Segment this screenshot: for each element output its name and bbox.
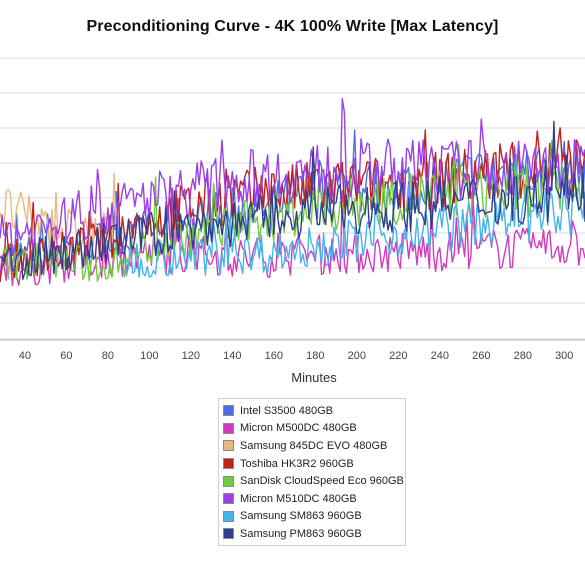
series-line-7 xyxy=(0,120,585,280)
legend-item: Samsung SM863 960GB xyxy=(223,508,405,526)
legend-item: Samsung PM863 960GB xyxy=(223,525,405,543)
legend-swatch xyxy=(223,493,234,505)
x-tick-label: 140 xyxy=(223,350,241,362)
x-tick-label: 40 xyxy=(19,350,31,362)
legend-item: SanDisk CloudSpeed Eco 960GB xyxy=(223,472,405,490)
legend-item: Micron M500DC 480GB xyxy=(223,420,405,438)
x-axis-label: Minutes xyxy=(291,370,337,385)
legend-swatch xyxy=(223,458,234,470)
legend-swatch xyxy=(223,475,234,487)
x-tick-label: 280 xyxy=(514,350,532,362)
legend-label: SanDisk CloudSpeed Eco 960GB xyxy=(240,475,404,488)
x-tick-label: 160 xyxy=(265,350,283,362)
legend-label: Samsung SM863 960GB xyxy=(240,510,362,523)
legend-item: Intel S3500 480GB xyxy=(223,402,405,420)
legend-label: Toshiba HK3R2 960GB xyxy=(240,457,354,470)
x-tick-label: 260 xyxy=(472,350,490,362)
legend-swatch xyxy=(223,422,234,434)
x-tick-label: 120 xyxy=(182,350,200,362)
x-tick-label: 240 xyxy=(431,350,449,362)
legend-swatch xyxy=(223,528,234,540)
chart-title: Preconditioning Curve - 4K 100% Write [M… xyxy=(86,18,499,35)
x-tick-label: 300 xyxy=(555,350,573,362)
series-line-6 xyxy=(123,153,585,278)
series-line-5 xyxy=(0,98,585,257)
x-tick-label: 80 xyxy=(102,350,114,362)
legend-item: Samsung 845DC EVO 480GB xyxy=(223,437,405,455)
legend-label: Samsung 845DC EVO 480GB xyxy=(240,439,388,452)
legend-label: Micron M510DC 480GB xyxy=(240,492,357,505)
legend-label: Samsung PM863 960GB xyxy=(240,527,362,540)
x-tick-label: 200 xyxy=(348,350,366,362)
chart-legend: Intel S3500 480GB Micron M500DC 480GB Sams… xyxy=(218,398,406,546)
x-tick-label: 100 xyxy=(140,350,158,362)
legend-item: Toshiba HK3R2 960GB xyxy=(223,455,405,473)
x-tick-label: 220 xyxy=(389,350,407,362)
legend-label: Micron M500DC 480GB xyxy=(240,422,357,435)
legend-item: Micron M510DC 480GB xyxy=(223,490,405,508)
legend-swatch xyxy=(223,405,234,417)
x-tick-label: 60 xyxy=(60,350,72,362)
legend-label: Intel S3500 480GB xyxy=(240,404,333,417)
legend-swatch xyxy=(223,510,234,522)
legend-swatch xyxy=(223,440,234,452)
x-tick-label: 180 xyxy=(306,350,324,362)
